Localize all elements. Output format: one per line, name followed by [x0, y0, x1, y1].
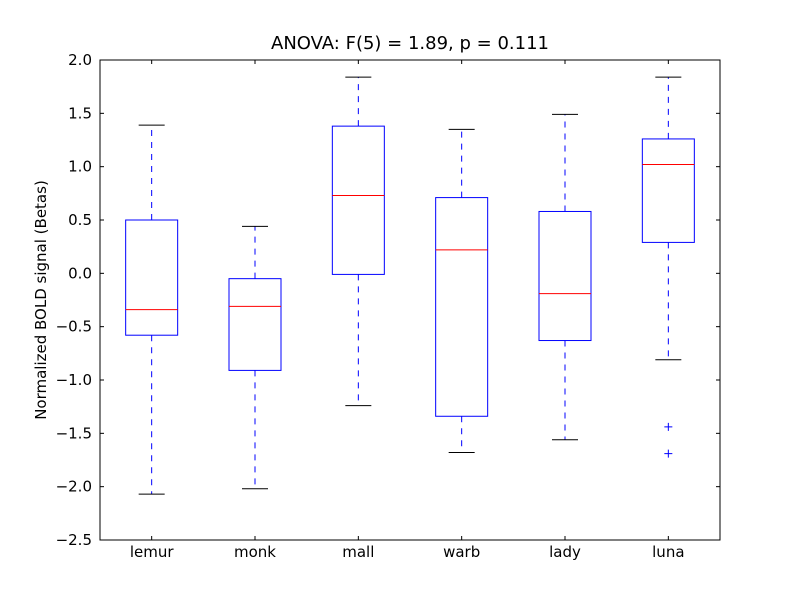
- y-tick-label: −2.0: [56, 478, 92, 496]
- box: [538, 210, 592, 342]
- box: [228, 278, 282, 371]
- x-tick-label: monk: [234, 543, 276, 561]
- chart-title: ANOVA: F(5) = 1.89, p = 0.111: [271, 33, 549, 54]
- y-tick-label: −2.5: [56, 531, 92, 549]
- x-tick-label: warb: [443, 543, 480, 561]
- outlier-marker: [664, 422, 673, 431]
- y-tick-label: 0.0: [68, 264, 92, 282]
- box: [331, 125, 385, 275]
- y-tick-label: −1.0: [56, 371, 92, 389]
- x-tick-label: luna: [652, 543, 684, 561]
- y-axis-label: Normalized BOLD signal (Betas): [32, 180, 50, 420]
- box: [435, 197, 489, 417]
- y-tick-label: −1.5: [56, 424, 92, 442]
- x-tick-label: lady: [549, 543, 581, 561]
- y-tick-label: −0.5: [56, 318, 92, 336]
- box: [641, 138, 695, 243]
- y-tick-label: 0.5: [68, 211, 92, 229]
- plot-frame: [99, 59, 721, 541]
- y-tick-label: 2.0: [68, 51, 92, 69]
- box: [125, 219, 179, 336]
- outlier-marker: [664, 449, 673, 458]
- x-tick-label: lemur: [130, 543, 175, 561]
- y-tick-label: 1.0: [68, 158, 92, 176]
- x-tick-label: mall: [342, 543, 374, 561]
- y-tick-label: 1.5: [68, 104, 92, 122]
